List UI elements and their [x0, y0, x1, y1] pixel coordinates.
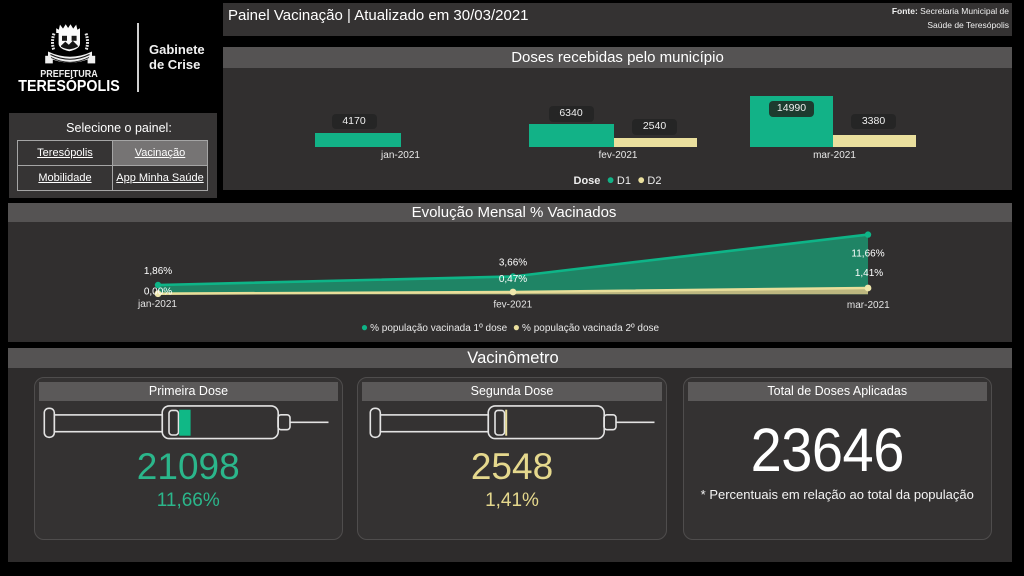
svg-text:1,86%: 1,86% [144, 266, 172, 277]
svg-text:11,66%: 11,66% [851, 249, 884, 260]
svg-text:0,00%: 0,00% [144, 287, 172, 298]
svg-text:0,47%: 0,47% [499, 274, 527, 285]
svg-text:mar-2021: mar-2021 [847, 300, 890, 311]
svg-text:3,66%: 3,66% [499, 258, 527, 269]
svg-text:1,41%: 1,41% [855, 268, 883, 279]
svg-text:jan-2021: jan-2021 [137, 299, 177, 310]
svg-text:fev-2021: fev-2021 [493, 300, 532, 311]
